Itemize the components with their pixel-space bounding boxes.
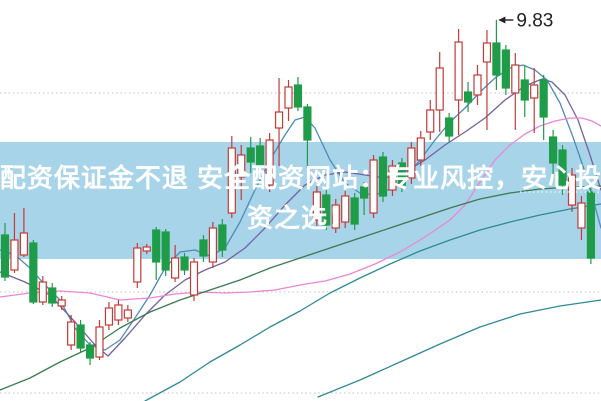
candle-body-up	[435, 67, 444, 111]
candle-body-up	[123, 309, 132, 319]
candle-body-up	[227, 147, 236, 214]
candle-body-up	[407, 147, 416, 179]
ad-banner-line1: 配资保证金不退 安全配资网站：专业风控，安心投	[0, 163, 601, 193]
candle-body-down	[293, 84, 303, 108]
candle-body-down	[520, 79, 529, 101]
candle-body-down	[445, 117, 454, 137]
candle-body-up	[426, 109, 435, 133]
price-annotation: 9.83	[498, 11, 553, 32]
candle-body-down	[0, 234, 10, 278]
candle-body-up	[57, 299, 66, 307]
candle-body-up	[482, 42, 492, 63]
candle-body-down	[586, 191, 596, 259]
ad-banner-line2: 资之选！	[247, 203, 355, 233]
candle-body-down	[180, 256, 189, 271]
price-high-label: 9.83	[516, 11, 553, 32]
candle-body-up	[38, 281, 47, 303]
candle-body-up	[274, 111, 284, 129]
candle-body-up	[67, 321, 76, 346]
candle-body-down	[501, 49, 510, 89]
candle-body-up	[567, 174, 577, 206]
candle-body-up	[369, 159, 378, 214]
ad-banner-background[interactable]	[0, 142, 601, 259]
ma-pink	[0, 117, 601, 301]
candle-body-up	[577, 202, 586, 229]
candle-body-up	[530, 84, 539, 99]
candle-body-up	[104, 307, 114, 326]
candle-body-down	[322, 194, 331, 226]
candle-body-up	[454, 41, 463, 101]
ma-teal-long-2	[317, 299, 601, 398]
candle-body-up	[19, 232, 28, 256]
candles	[0, 20, 596, 365]
candle-body-up	[511, 64, 520, 94]
ma-purple	[0, 78, 601, 357]
candle-body-down	[463, 91, 473, 103]
candle-body-down	[397, 162, 406, 186]
candle-body-up	[95, 326, 104, 358]
candle-body-up	[284, 86, 293, 109]
candle-body-down	[548, 136, 558, 164]
candle-body-down	[161, 231, 170, 271]
ma-teal-long	[144, 203, 601, 401]
candle-body-down	[152, 229, 161, 263]
candle-body-up	[142, 246, 151, 252]
candle-body-down	[492, 42, 501, 76]
candle-body-up	[473, 74, 482, 96]
candle-body-up	[416, 137, 425, 161]
candle-body-down	[76, 324, 85, 349]
candle-body-down	[539, 79, 548, 118]
candle-body-down	[218, 224, 227, 251]
candle-body-down	[48, 287, 57, 304]
candle-body-up	[114, 304, 123, 321]
candle-body-down	[85, 344, 95, 359]
candle-body-down	[558, 149, 567, 186]
candle-body-up	[189, 261, 199, 296]
candle-body-up	[388, 165, 397, 191]
candle-body-down	[246, 147, 255, 163]
candle-body-up	[10, 239, 19, 271]
candle-body-up	[237, 154, 246, 178]
candle-body-down	[199, 239, 208, 257]
candle-body-down	[350, 197, 359, 225]
candle-body-down	[360, 186, 369, 199]
candle-body-down	[303, 106, 312, 141]
candle-body-down	[378, 156, 388, 197]
candle-body-up	[265, 139, 274, 186]
candle-body-up	[133, 247, 142, 283]
candle-body-up	[331, 204, 340, 229]
candle-body-up	[171, 257, 180, 279]
candle-body-up	[208, 227, 217, 263]
candle-body-down	[256, 145, 265, 166]
price-arrow-head	[498, 16, 506, 24]
candle-body-down	[29, 242, 38, 303]
candle-body-up	[341, 195, 350, 223]
candle-body-up	[312, 191, 321, 221]
